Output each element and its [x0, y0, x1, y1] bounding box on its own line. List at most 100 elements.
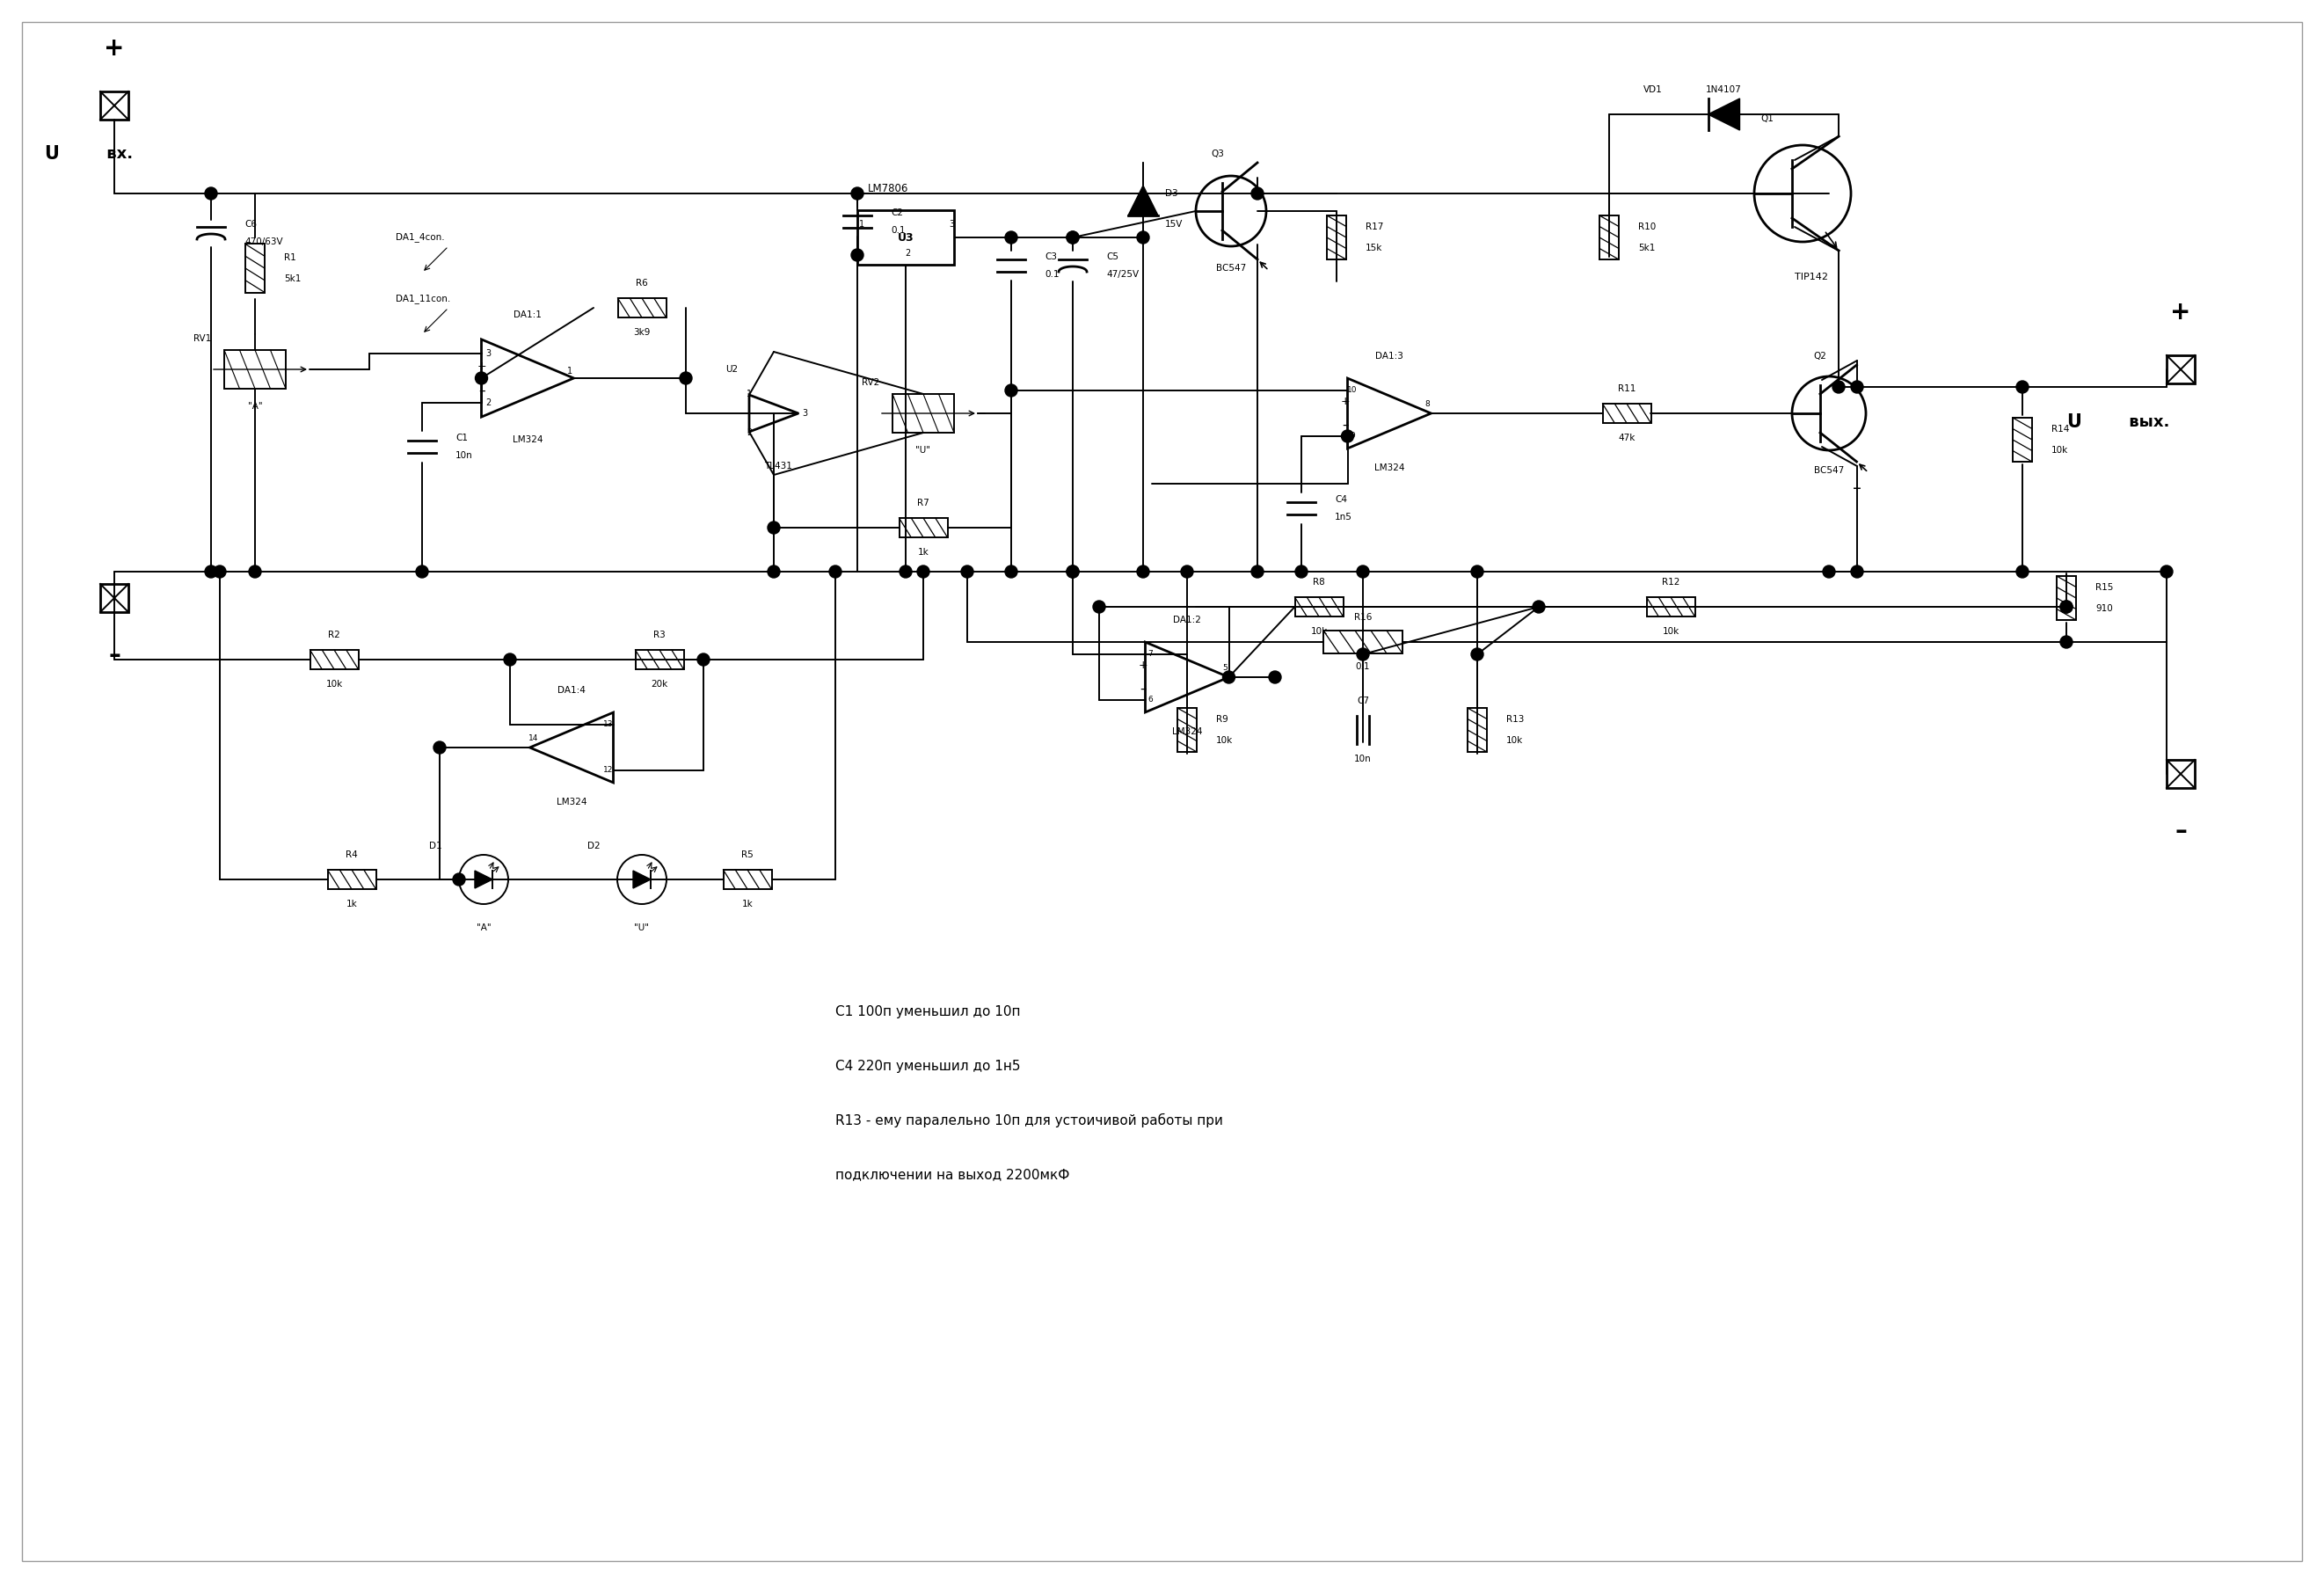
Bar — [899, 518, 948, 537]
Circle shape — [1822, 565, 1836, 578]
Text: 7: 7 — [1148, 651, 1153, 659]
Circle shape — [697, 654, 709, 666]
Bar — [1466, 708, 1487, 752]
Circle shape — [1067, 231, 1078, 244]
Text: –: – — [109, 643, 121, 668]
Bar — [100, 584, 128, 613]
Circle shape — [205, 187, 216, 199]
Circle shape — [1004, 231, 1018, 244]
Text: –: – — [1139, 682, 1146, 695]
Bar — [618, 298, 667, 318]
Text: R13: R13 — [1506, 716, 1525, 723]
Circle shape — [767, 565, 781, 578]
Text: RV1: RV1 — [193, 334, 211, 344]
Text: RV2: RV2 — [862, 378, 878, 386]
Text: R3: R3 — [653, 630, 665, 640]
Text: DA1:1: DA1:1 — [514, 310, 541, 320]
Text: –: – — [1341, 418, 1348, 431]
Text: U: U — [2066, 413, 2082, 431]
Bar — [634, 651, 683, 670]
Text: "A": "A" — [249, 402, 263, 410]
Bar — [1599, 215, 1620, 260]
Text: 2: 2 — [904, 249, 911, 258]
Text: BC547: BC547 — [1815, 465, 1843, 475]
Text: LM324: LM324 — [555, 798, 586, 806]
Text: вх.: вх. — [102, 146, 132, 161]
Text: 47k: 47k — [1618, 434, 1636, 442]
Text: U2: U2 — [725, 366, 737, 374]
Circle shape — [1136, 565, 1150, 578]
Circle shape — [1004, 385, 1018, 397]
Circle shape — [1850, 565, 1864, 578]
Text: 1k: 1k — [741, 899, 753, 909]
Text: R4: R4 — [346, 850, 358, 860]
Circle shape — [679, 372, 693, 385]
Bar — [2013, 418, 2031, 462]
Polygon shape — [632, 871, 651, 888]
Text: D1: D1 — [430, 842, 442, 850]
Text: +: + — [476, 361, 486, 372]
Text: R13 - ему паралельно 10п для устоичивой работы при: R13 - ему паралельно 10п для устоичивой … — [834, 1113, 1222, 1127]
Text: 1k: 1k — [918, 548, 930, 557]
Text: 910: 910 — [2096, 605, 2113, 613]
Text: 5k1: 5k1 — [284, 274, 302, 283]
Text: "A": "A" — [476, 923, 490, 932]
Text: 0.1: 0.1 — [1043, 271, 1060, 279]
Circle shape — [1181, 565, 1192, 578]
Circle shape — [851, 249, 865, 261]
Circle shape — [1357, 647, 1369, 660]
Circle shape — [476, 372, 488, 385]
Circle shape — [1850, 382, 1864, 393]
Polygon shape — [1127, 185, 1157, 215]
Text: LM324: LM324 — [511, 435, 544, 445]
Text: вых.: вых. — [2124, 415, 2171, 431]
Text: +: + — [1341, 396, 1350, 407]
Circle shape — [205, 565, 216, 578]
Text: C1 100п уменьшил до 10п: C1 100п уменьшил до 10п — [834, 1005, 1020, 1018]
Text: "U": "U" — [916, 446, 930, 454]
Bar — [223, 350, 286, 389]
Text: R12: R12 — [1662, 578, 1680, 587]
Circle shape — [1357, 565, 1369, 578]
Text: D3: D3 — [1164, 188, 1178, 198]
Bar — [892, 394, 955, 432]
Text: 470/63V: 470/63V — [244, 237, 284, 247]
Text: R8: R8 — [1313, 578, 1325, 587]
Text: –: – — [1852, 480, 1862, 497]
Bar — [328, 869, 376, 890]
Text: 13: 13 — [604, 720, 614, 728]
Circle shape — [2059, 600, 2073, 613]
Bar — [100, 92, 128, 120]
Text: LM324: LM324 — [1171, 727, 1202, 736]
Text: 1: 1 — [567, 367, 572, 375]
Circle shape — [2017, 382, 2029, 393]
Text: 3k9: 3k9 — [634, 328, 651, 337]
Text: LM7806: LM7806 — [867, 184, 909, 195]
Bar — [858, 211, 955, 264]
Bar — [309, 651, 358, 670]
Text: R14: R14 — [2052, 424, 2068, 434]
Bar — [1322, 630, 1401, 654]
Circle shape — [1250, 565, 1264, 578]
Text: R1: R1 — [284, 253, 295, 263]
Bar — [1294, 597, 1343, 616]
Text: –: – — [479, 385, 486, 397]
Text: 2: 2 — [746, 429, 753, 437]
Circle shape — [504, 654, 516, 666]
Text: +: + — [2171, 299, 2192, 325]
Bar — [1327, 215, 1346, 260]
Text: R6: R6 — [637, 279, 648, 288]
Circle shape — [416, 565, 428, 578]
Text: 20k: 20k — [651, 679, 667, 689]
Polygon shape — [474, 871, 493, 888]
Text: R2: R2 — [328, 630, 339, 640]
Circle shape — [1004, 565, 1018, 578]
Circle shape — [249, 565, 260, 578]
Text: D2: D2 — [588, 842, 600, 850]
Circle shape — [1532, 600, 1545, 613]
Text: 3: 3 — [486, 350, 490, 358]
Bar — [2166, 355, 2194, 383]
Text: R11: R11 — [1618, 385, 1636, 393]
Text: 15V: 15V — [1164, 220, 1183, 228]
Circle shape — [453, 874, 465, 885]
